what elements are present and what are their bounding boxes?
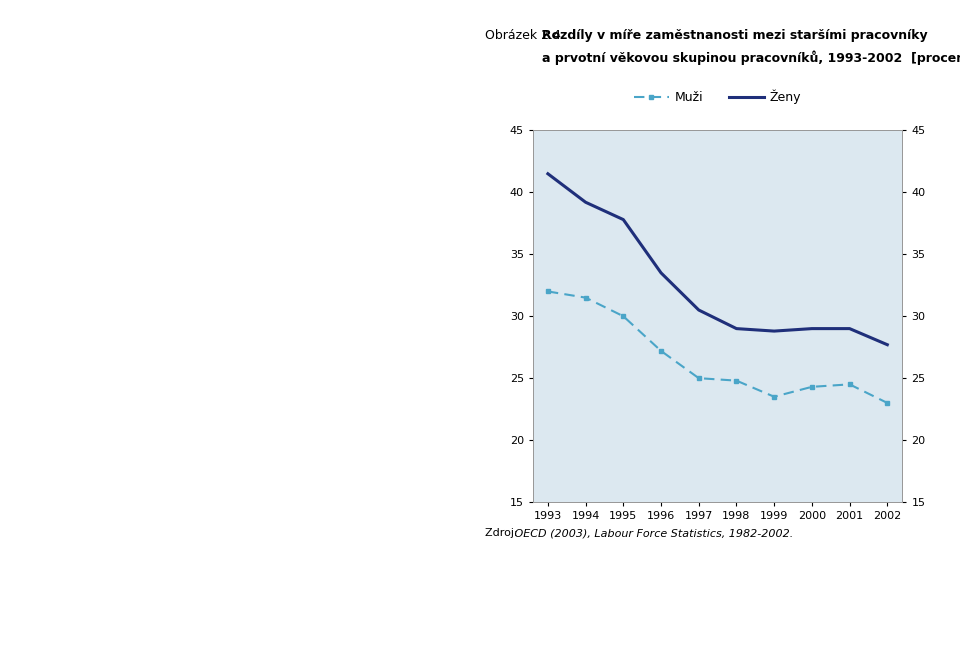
Legend: Muži, Ženy: Muži, Ženy <box>629 85 806 109</box>
Text: Zdroj:: Zdroj: <box>485 528 521 538</box>
Text: Rozdíly v míře zaměstnanosti mezi staršími pracovníky: Rozdíly v míře zaměstnanosti mezi starší… <box>542 29 928 42</box>
Text: Obrázek 2.4.: Obrázek 2.4. <box>485 29 564 42</box>
Text: a prvotní věkovou skupinou pracovníků, 1993-2002  [procenta]: a prvotní věkovou skupinou pracovníků, 1… <box>542 51 960 65</box>
Text: OECD (2003), Labour Force Statistics, 1982-2002.: OECD (2003), Labour Force Statistics, 19… <box>511 528 793 538</box>
